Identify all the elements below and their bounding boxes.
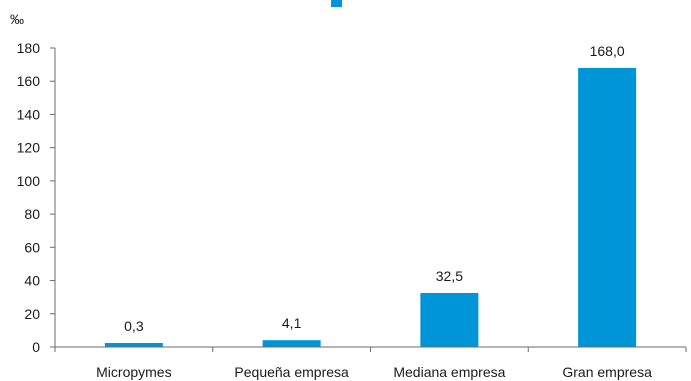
data-label: 0,3 — [124, 318, 144, 334]
x-tick-label: Mediana empresa — [393, 364, 505, 380]
bar — [578, 67, 637, 347]
x-tick-label: Gran empresa — [562, 364, 652, 380]
bar — [420, 293, 479, 347]
data-label: 4,1 — [282, 315, 302, 331]
y-tick-label: 60 — [24, 239, 40, 255]
bar — [104, 343, 163, 347]
unit-label: ‰ — [10, 11, 24, 27]
x-axis: Micropymes Pequeña empresa Mediana empresa… — [54, 346, 687, 380]
y-tick-label: 180 — [17, 40, 41, 56]
value-labels: 0,3 4,1 32,5 168,0 — [124, 43, 625, 334]
data-label: 32,5 — [436, 268, 463, 284]
y-tick-label: 160 — [17, 73, 41, 89]
title-fragment — [331, 0, 342, 7]
y-axis: 0 20 40 60 80 100 120 140 160 180 — [17, 40, 56, 355]
y-tick-label: 20 — [24, 306, 40, 322]
bar — [262, 340, 321, 347]
x-tick-label: Pequeña empresa — [234, 364, 349, 380]
y-tick-label: 80 — [24, 206, 40, 222]
x-tick-label: Micropymes — [96, 364, 171, 380]
y-tick-label: 100 — [17, 173, 41, 189]
y-tick-label: 0 — [32, 339, 40, 355]
y-tick-label: 120 — [17, 140, 41, 156]
bars — [104, 67, 637, 347]
y-tick-label: 140 — [17, 106, 41, 122]
y-tick-label: 40 — [24, 273, 40, 289]
data-label: 168,0 — [590, 43, 625, 59]
